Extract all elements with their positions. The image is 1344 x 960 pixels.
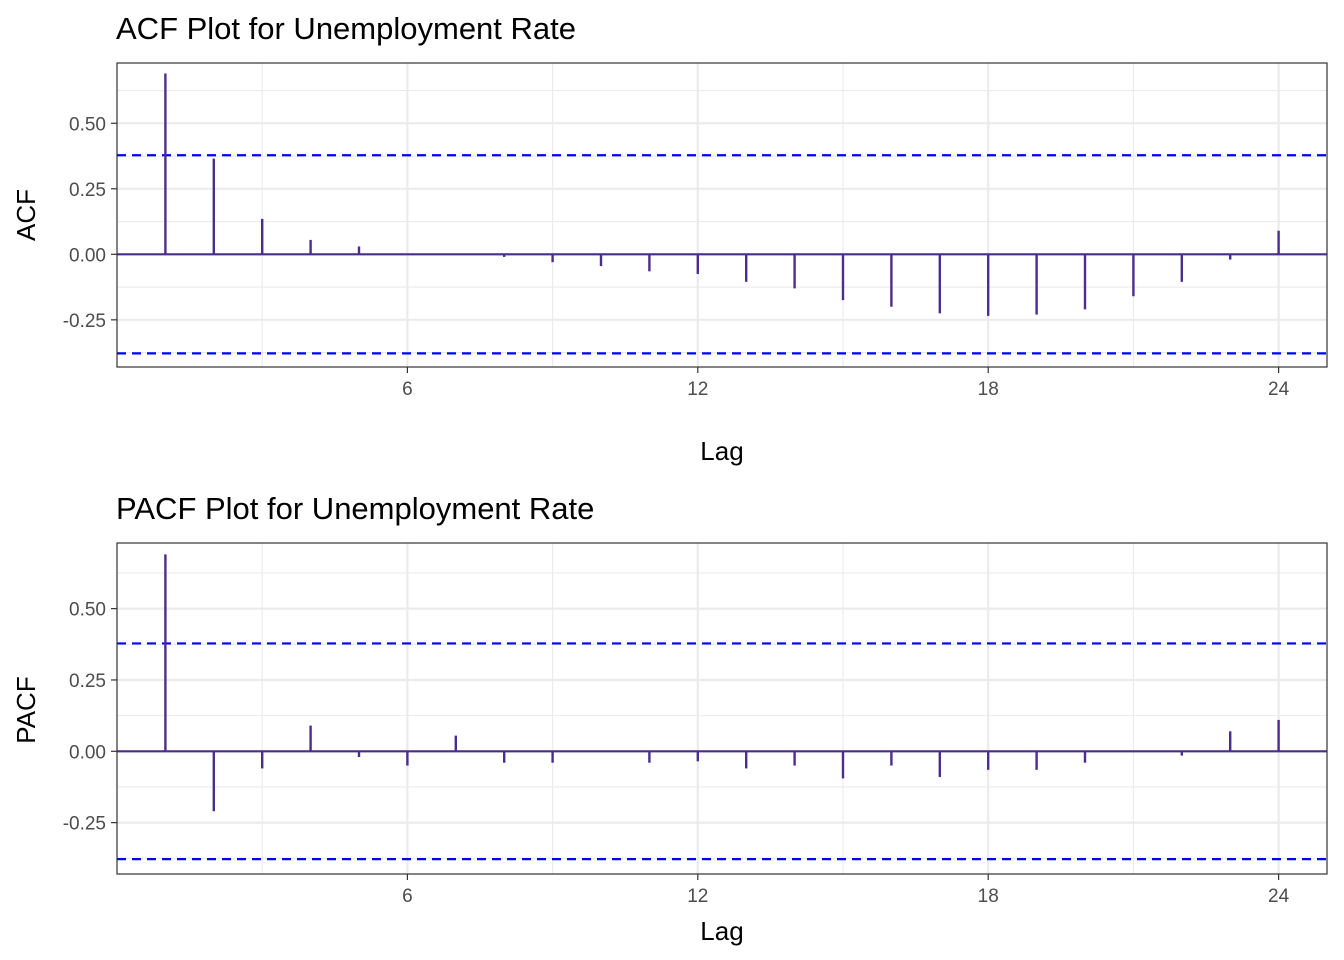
pacf-x-tick-label: 6 [402,886,413,907]
pacf-x-tick-label: 24 [1268,886,1290,907]
acf-gridlines [117,63,1327,367]
acf-stems [117,73,1327,316]
pacf-panel: PACF Plot for Unemployment Rate 0.50 0.25… [11,491,1328,946]
pacf-y-tick-label: 0.25 [69,671,106,692]
pacf-x-tick-label: 18 [978,886,999,907]
pacf-confidence-bounds [117,642,1327,861]
pacf-stems [117,554,1327,812]
acf-plot-border [116,62,1328,368]
pacf-y-ticks: 0.50 0.25 0.00 -0.25 [63,600,117,835]
acf-confidence-bounds [117,154,1327,355]
acf-x-tick-label: 12 [687,379,708,400]
pacf-x-tick-label: 12 [687,886,708,907]
pacf-x-axis-title: Lag [700,916,743,946]
acf-chart-title: ACF Plot for Unemployment Rate [116,11,576,46]
pacf-y-axis-title: PACF [11,676,41,743]
acf-y-tick-label: 0.25 [69,180,106,201]
acf-y-axis-title: ACF [11,189,41,241]
acf-panel: ACF Plot for Unemployment Rate 0.500.250… [11,11,1328,466]
pacf-y-tick-label: 0.00 [69,742,106,763]
acf-y-tick-label: -0.25 [63,311,106,332]
acf-y-tick-label: 0.00 [69,245,106,266]
acf-x-axis-title: Lag [700,436,743,466]
pacf-gridlines [117,543,1327,874]
acf-x-tick-label: 24 [1268,379,1290,400]
pacf-y-tick-label: 0.50 [69,600,106,621]
acf-x-ticks: 6 12 18 24 [402,367,1290,400]
pacf-y-tick-label: -0.25 [63,814,106,835]
acf-y-ticks: 0.50 0.25 0.00 -0.25 [63,114,117,332]
acf-x-tick-label: 6 [402,379,413,400]
pacf-x-ticks: 6 12 18 24 [402,874,1290,907]
acf-x-tick-label: 18 [978,379,999,400]
acf-y-tick-label: 0.50 [69,114,106,135]
pacf-plot-border [116,542,1328,875]
pacf-chart-title: PACF Plot for Unemployment Rate [116,491,594,526]
